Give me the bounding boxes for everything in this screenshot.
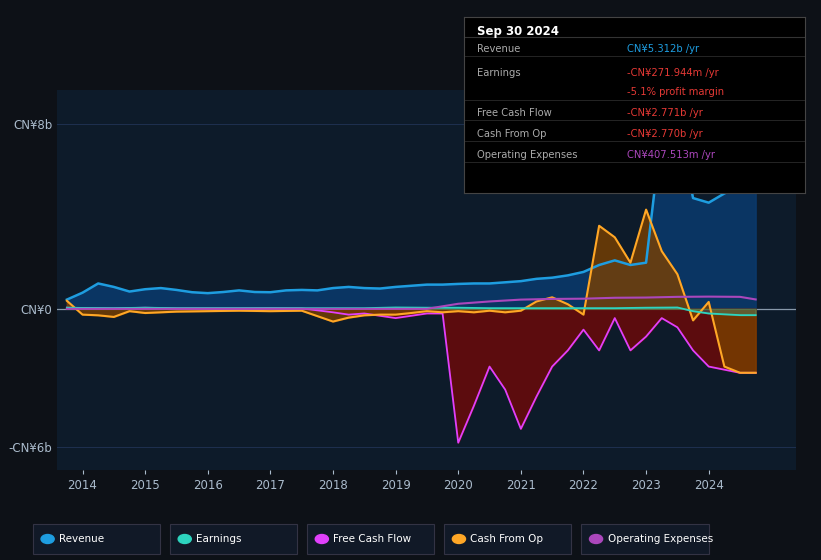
Text: -CN¥271.944m /yr: -CN¥271.944m /yr: [627, 68, 719, 78]
Text: Earnings: Earnings: [478, 68, 521, 78]
Text: -CN¥2.771b /yr: -CN¥2.771b /yr: [627, 108, 704, 118]
Text: -5.1% profit margin: -5.1% profit margin: [627, 87, 725, 97]
Text: Cash From Op: Cash From Op: [470, 534, 544, 544]
Text: Earnings: Earnings: [196, 534, 241, 544]
Text: Free Cash Flow: Free Cash Flow: [478, 108, 553, 118]
Text: Operating Expenses: Operating Expenses: [608, 534, 713, 544]
Text: Revenue: Revenue: [478, 44, 521, 54]
Text: -CN¥2.770b /yr: -CN¥2.770b /yr: [627, 129, 703, 139]
Text: Sep 30 2024: Sep 30 2024: [478, 25, 559, 38]
Text: CN¥5.312b /yr: CN¥5.312b /yr: [627, 44, 699, 54]
Text: Cash From Op: Cash From Op: [478, 129, 547, 139]
Text: Revenue: Revenue: [59, 534, 104, 544]
Text: CN¥407.513m /yr: CN¥407.513m /yr: [627, 150, 715, 160]
Text: Operating Expenses: Operating Expenses: [478, 150, 578, 160]
Text: Free Cash Flow: Free Cash Flow: [333, 534, 411, 544]
